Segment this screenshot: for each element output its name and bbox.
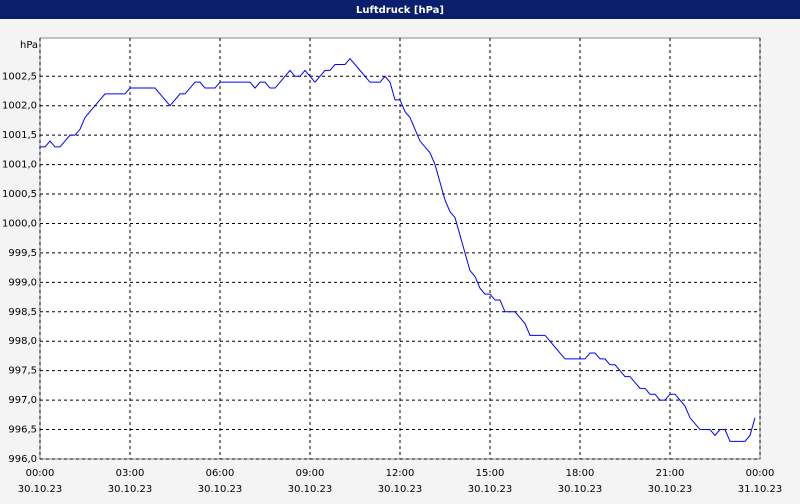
x-tick-label: 00:00 (26, 468, 55, 479)
x-tick-date: 30.10.23 (648, 484, 693, 495)
x-tick-label: 00:00 (746, 468, 775, 479)
y-tick-label: 1001,5 (2, 130, 37, 141)
x-tick-label: 03:00 (116, 468, 145, 479)
data-line (40, 57, 756, 442)
y-tick-label: 997,0 (8, 395, 37, 406)
x-tick-label: 12:00 (386, 468, 415, 479)
y-tick-label: 999,5 (8, 248, 37, 259)
y-tick-label: 998,0 (8, 336, 37, 347)
x-tick-date: 30.10.23 (198, 484, 243, 495)
y-tick-label: 996,0 (8, 454, 37, 465)
title-bar (0, 0, 800, 19)
x-tick-date: 30.10.23 (288, 484, 333, 495)
x-tick-date: 30.10.23 (468, 484, 513, 495)
x-tick-date: 30.10.23 (378, 484, 423, 495)
y-tick-label: 996,5 (8, 425, 37, 436)
x-tick-label: 15:00 (476, 468, 505, 479)
x-tick-label: 21:00 (656, 468, 685, 479)
x-tick-date: 30.10.23 (108, 484, 153, 495)
y-tick-label: 1000,0 (2, 218, 37, 229)
y-tick-label: 998,5 (8, 307, 37, 318)
x-tick-label: 18:00 (566, 468, 595, 479)
x-tick-label: 09:00 (296, 468, 325, 479)
y-tick-label: 1002,0 (2, 101, 37, 112)
x-tick-date: 31.10.23 (738, 484, 783, 495)
y-tick-label: 1000,5 (2, 189, 37, 200)
chart-title: Luftdruck [hPa] (356, 5, 444, 16)
y-tick-label: 997,5 (8, 366, 37, 377)
x-tick-label: 06:00 (206, 468, 235, 479)
y-tick-label: 1001,0 (2, 160, 37, 171)
x-tick-date: 30.10.23 (558, 484, 603, 495)
y-tick-label: 1002,5 (2, 71, 37, 82)
y-tick-label: 999,0 (8, 277, 37, 288)
y-axis-label: hPa (20, 40, 38, 51)
x-tick-date: 30.10.23 (18, 484, 63, 495)
